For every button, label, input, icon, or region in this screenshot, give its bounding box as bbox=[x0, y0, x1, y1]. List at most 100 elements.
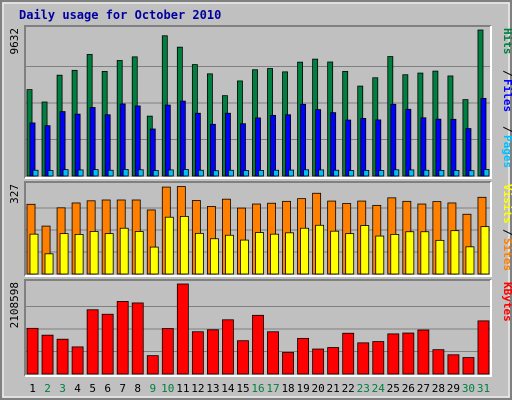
visits-bar-day-13 bbox=[209, 238, 219, 275]
day-label-30: 30 bbox=[462, 382, 475, 395]
files-bar-day-5 bbox=[89, 107, 96, 177]
day-label-4: 4 bbox=[74, 382, 81, 395]
day-label-12: 12 bbox=[191, 382, 204, 395]
day-label-25: 25 bbox=[387, 382, 400, 395]
pages-bar-day-28 bbox=[438, 169, 445, 177]
visits-bar-day-16 bbox=[255, 232, 264, 275]
panel-1-legend-files: Files bbox=[501, 79, 512, 112]
visits-bar-day-2 bbox=[44, 253, 54, 275]
kbytes-bar-day-12 bbox=[191, 331, 204, 375]
pages-bar-day-31 bbox=[483, 169, 490, 177]
panel-2-legend-visits: Visits bbox=[501, 184, 512, 224]
visits-bar-day-6 bbox=[104, 233, 114, 275]
pages-bar-day-7 bbox=[122, 169, 129, 177]
kbytes-bar-day-1 bbox=[26, 327, 39, 375]
day-label-7: 7 bbox=[119, 382, 126, 395]
day-label-13: 13 bbox=[206, 382, 219, 395]
visits-bar-day-29 bbox=[450, 230, 460, 275]
files-bar-day-2 bbox=[44, 125, 51, 177]
files-bar-day-25 bbox=[390, 103, 397, 177]
pages-bar-day-6 bbox=[107, 169, 114, 177]
day-label-5: 5 bbox=[89, 382, 96, 395]
day-label-10: 10 bbox=[161, 382, 174, 395]
files-bar-day-31 bbox=[480, 97, 487, 177]
files-bar-day-17 bbox=[270, 114, 276, 177]
visits-bar-day-3 bbox=[59, 233, 69, 275]
pages-bar-day-10 bbox=[167, 169, 174, 177]
files-bar-day-13 bbox=[209, 123, 216, 177]
kbytes-bar-day-19 bbox=[297, 337, 310, 375]
files-bar-day-24 bbox=[375, 119, 382, 177]
pages-bar-day-19 bbox=[303, 169, 310, 177]
kbytes-bar-day-28 bbox=[432, 349, 445, 375]
panel-1-legend-separator: / bbox=[501, 126, 512, 133]
kbytes-bar-day-30 bbox=[462, 357, 475, 375]
files-bar-day-15 bbox=[240, 123, 246, 177]
panel-1-legend-hits: Hits bbox=[501, 28, 512, 55]
files-bar-day-6 bbox=[104, 114, 111, 177]
pages-bar-day-24 bbox=[378, 170, 385, 177]
day-label-21: 21 bbox=[327, 382, 340, 395]
kbytes-bar-day-26 bbox=[402, 332, 415, 375]
pages-bar-day-18 bbox=[288, 169, 294, 177]
panel-1-legend-separator: / bbox=[501, 70, 512, 77]
files-bar-day-9 bbox=[149, 128, 156, 177]
kbytes-bar-day-8 bbox=[131, 302, 144, 375]
kbytes-bar-day-9 bbox=[146, 355, 159, 375]
panel-2-plot-edge-light bbox=[24, 181, 491, 276]
pages-bar-day-27 bbox=[423, 169, 430, 177]
visits-bar-day-26 bbox=[405, 231, 415, 275]
day-label-8: 8 bbox=[134, 382, 141, 395]
files-bar-day-21 bbox=[330, 112, 337, 177]
pages-bar-day-17 bbox=[273, 169, 279, 177]
visits-bar-day-17 bbox=[270, 233, 279, 275]
kbytes-bar-day-13 bbox=[206, 329, 219, 375]
panel-3-plot-edge-light bbox=[24, 279, 491, 376]
pages-bar-day-8 bbox=[137, 169, 144, 177]
files-bar-day-12 bbox=[194, 112, 201, 177]
visits-bar-day-22 bbox=[345, 233, 355, 275]
kbytes-bar-day-16 bbox=[252, 314, 264, 375]
files-bar-day-1 bbox=[29, 122, 36, 177]
visits-bar-day-23 bbox=[360, 225, 370, 275]
day-label-14: 14 bbox=[221, 382, 235, 395]
day-label-2: 2 bbox=[44, 382, 51, 395]
visits-bar-day-27 bbox=[420, 231, 430, 275]
kbytes-bar-day-2 bbox=[41, 334, 54, 375]
kbytes-bar-day-7 bbox=[116, 301, 129, 375]
visits-bar-day-21 bbox=[330, 230, 340, 275]
panel-3-axis-max-label: 2108598 bbox=[8, 282, 21, 328]
files-bar-day-4 bbox=[74, 113, 81, 177]
files-bar-day-23 bbox=[360, 118, 367, 177]
files-bar-day-8 bbox=[134, 105, 141, 177]
files-bar-day-26 bbox=[405, 108, 412, 177]
kbytes-bar-day-24 bbox=[372, 341, 385, 375]
visits-bar-day-31 bbox=[480, 226, 490, 275]
files-bar-day-14 bbox=[225, 112, 231, 177]
kbytes-bar-day-27 bbox=[417, 329, 430, 375]
kbytes-bar-day-15 bbox=[237, 340, 249, 375]
visits-bar-day-18 bbox=[285, 232, 294, 275]
kbytes-bar-day-11 bbox=[176, 283, 189, 375]
panel-2-plot-edge-dark bbox=[25, 182, 492, 277]
kbytes-bar-day-21 bbox=[327, 347, 340, 375]
day-label-26: 26 bbox=[402, 382, 415, 395]
pages-bar-day-11 bbox=[182, 169, 189, 177]
panel-2-axis-max-label: 327 bbox=[8, 184, 21, 204]
pages-bar-day-21 bbox=[333, 169, 340, 177]
pages-bar-day-12 bbox=[197, 169, 204, 177]
files-bar-day-7 bbox=[119, 103, 126, 177]
pages-bar-day-2 bbox=[47, 170, 54, 177]
visits-bar-day-28 bbox=[435, 239, 445, 275]
kbytes-bar-day-14 bbox=[222, 319, 234, 375]
day-label-16: 16 bbox=[251, 382, 264, 395]
visits-bar-day-4 bbox=[74, 234, 84, 275]
kbytes-bar-day-17 bbox=[267, 331, 279, 375]
day-label-11: 11 bbox=[176, 382, 189, 395]
visits-bar-day-12 bbox=[194, 232, 204, 275]
visits-bar-day-5 bbox=[89, 231, 99, 275]
